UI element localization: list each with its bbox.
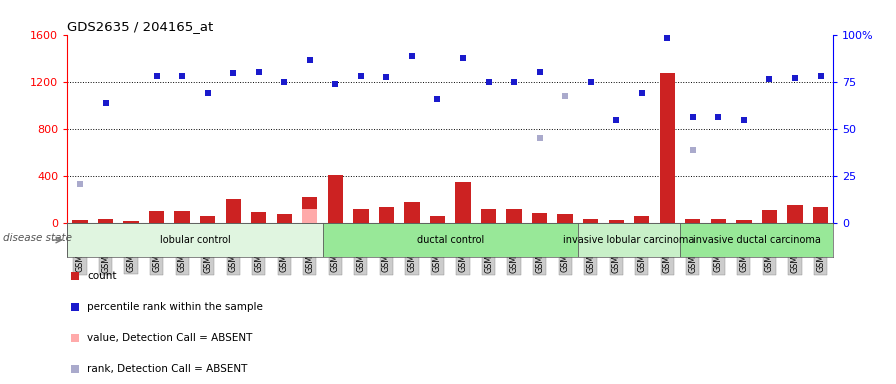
Bar (302, 197, 317, 223)
Bar (353, 209, 368, 223)
Bar (323, 223, 578, 257)
Text: invasive ductal carcinoma: invasive ductal carcinoma (693, 235, 821, 245)
Bar (680, 223, 833, 257)
Bar (277, 215, 292, 223)
Bar (404, 202, 419, 223)
Bar (379, 207, 394, 223)
Bar (226, 199, 241, 223)
Bar (430, 216, 445, 223)
Bar (634, 216, 650, 223)
Bar (532, 214, 547, 223)
Text: disease state: disease state (4, 233, 73, 243)
Bar (788, 205, 803, 223)
Bar (481, 209, 496, 223)
Bar (73, 220, 88, 223)
Bar (251, 212, 266, 223)
Bar (578, 223, 680, 257)
Text: lobular control: lobular control (159, 235, 230, 245)
Bar (302, 209, 317, 223)
Bar (608, 220, 624, 223)
Text: invasive lobular carcinoma: invasive lobular carcinoma (564, 235, 694, 245)
Text: value, Detection Call = ABSENT: value, Detection Call = ABSENT (87, 333, 253, 343)
Bar (685, 218, 701, 223)
Text: percentile rank within the sample: percentile rank within the sample (87, 302, 263, 312)
Bar (175, 211, 190, 223)
Text: ductal control: ductal control (417, 235, 484, 245)
Bar (659, 73, 675, 223)
Bar (67, 223, 323, 257)
Bar (124, 221, 139, 223)
Bar (737, 220, 752, 223)
Bar (583, 219, 599, 223)
Text: rank, Detection Call = ABSENT: rank, Detection Call = ABSENT (87, 364, 247, 374)
Bar (557, 214, 573, 223)
Bar (200, 216, 215, 223)
Bar (813, 207, 828, 223)
Text: GDS2635 / 204165_at: GDS2635 / 204165_at (67, 20, 213, 33)
Bar (711, 219, 726, 223)
Bar (149, 211, 164, 223)
Bar (455, 182, 470, 223)
Bar (762, 210, 777, 223)
Bar (328, 174, 343, 223)
Text: count: count (87, 271, 116, 281)
Bar (506, 209, 521, 223)
Bar (98, 219, 113, 223)
